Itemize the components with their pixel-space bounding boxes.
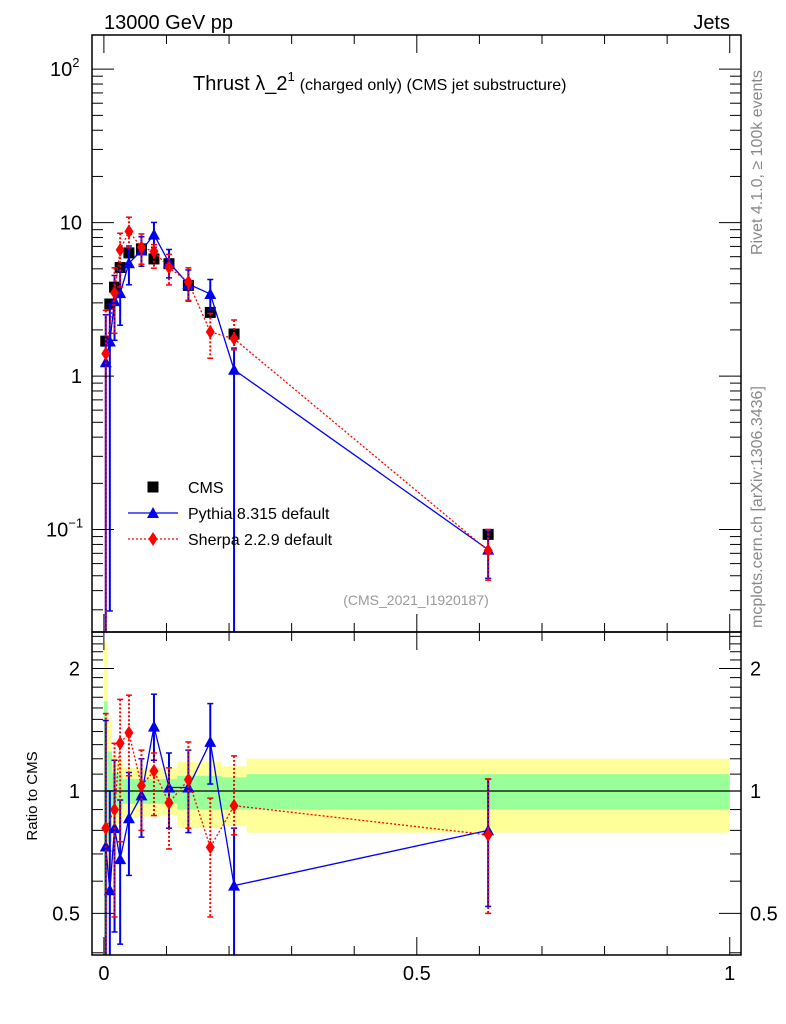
legend-label-cms: CMS <box>188 480 224 497</box>
legend: CMS Pythia 8.315 default Sherpa 2.2.9 de… <box>128 480 333 549</box>
sherpa-point <box>483 543 493 558</box>
sherpa-ratio-point <box>136 778 146 793</box>
cms-point <box>114 262 126 274</box>
sherpa-point <box>229 331 239 346</box>
sherpa-ratio-point <box>183 772 193 787</box>
sherpa-point <box>101 346 111 361</box>
header-right: Jets <box>693 12 730 34</box>
sherpa-ratio-point <box>229 798 239 813</box>
sherpa-point <box>136 240 146 255</box>
y-tick-label: 10−1 <box>46 516 83 542</box>
pythia-point <box>204 287 217 299</box>
sherpa-point <box>149 244 159 259</box>
legend-label-pythia: Pythia 8.315 default <box>188 506 330 523</box>
ratio-y-tick-label: 1 <box>69 781 80 803</box>
sherpa-ratio-line <box>105 731 489 849</box>
cms-uncertainty-bands <box>103 642 730 955</box>
sherpa-ratio-point <box>205 840 215 855</box>
ratio-plot-marks <box>92 693 741 955</box>
pythia-point <box>228 363 241 375</box>
sherpa-ratio-point <box>483 827 493 842</box>
pythia-point <box>147 228 160 240</box>
pythia-ratio-point <box>103 884 116 896</box>
y-tick-label: 1 <box>71 366 82 388</box>
pythia-ratio-point <box>162 781 175 793</box>
main-plot-marks <box>99 216 495 632</box>
ratio-y-tick-label: 0.5 <box>52 903 80 925</box>
pythia-ratio-point <box>204 735 217 747</box>
sherpa-point <box>183 275 193 290</box>
sherpa-ratio-point <box>124 725 134 740</box>
ratio-y-tick-label-right: 1 <box>750 781 761 803</box>
axes: 0 0.5 1 10−1 1 10 102 0.5 0.5 1 1 2 2 <box>46 34 778 985</box>
sherpa-line <box>105 230 489 552</box>
sherpa-ratio-point <box>110 802 120 817</box>
pythia-ratio-point <box>147 720 160 732</box>
cms-point <box>204 306 216 318</box>
sherpa-point <box>205 324 215 339</box>
sherpa-point <box>110 285 120 300</box>
sherpa-point <box>164 260 174 275</box>
y-tick-label: 10 <box>60 213 82 235</box>
pythia-point <box>99 356 112 368</box>
sherpa-ratio-point <box>115 736 125 751</box>
x-tick-label: 1 <box>724 963 735 985</box>
legend-marker-pythia <box>147 507 159 518</box>
sherpa-ratio-point <box>164 795 174 810</box>
ratio-ylabel: Ratio to CMS <box>24 751 41 840</box>
pythia-ratio-point <box>114 853 127 865</box>
stat-uncertainty-band <box>199 775 222 810</box>
sherpa-ratio-point <box>149 763 159 778</box>
pythia-point <box>122 257 135 269</box>
ratio-y-tick-label-right: 2 <box>750 659 761 681</box>
rivet-label: Rivet 4.1.0, ≥ 100k events <box>749 70 766 255</box>
ratio-y-tick-label-right: 0.5 <box>750 903 778 925</box>
cms-point <box>148 253 160 265</box>
sherpa-point <box>115 242 125 257</box>
ratio-y-tick-label: 2 <box>69 659 80 681</box>
y-tick-label: 102 <box>50 55 79 81</box>
pythia-ratio-point <box>122 812 135 824</box>
x-tick-label: 0.5 <box>403 963 431 985</box>
legend-label-sherpa: Sherpa 2.2.9 default <box>188 532 333 549</box>
sherpa-point <box>124 224 134 239</box>
mcplots-label: mcplots.cern.ch [arXiv:1306.3436] <box>749 386 766 628</box>
x-tick-label: 0 <box>98 963 109 985</box>
legend-marker-cms <box>147 481 159 493</box>
pythia-ratio-point <box>228 879 241 891</box>
header-left: 13000 GeV pp <box>104 12 233 34</box>
sherpa-ratio-point <box>101 821 111 836</box>
legend-marker-sherpa <box>148 532 158 546</box>
plot-title: Thrust λ_21(charged only) (CMS jet subst… <box>193 69 566 95</box>
analysis-id: (CMS_2021_I1920187) <box>343 592 489 608</box>
